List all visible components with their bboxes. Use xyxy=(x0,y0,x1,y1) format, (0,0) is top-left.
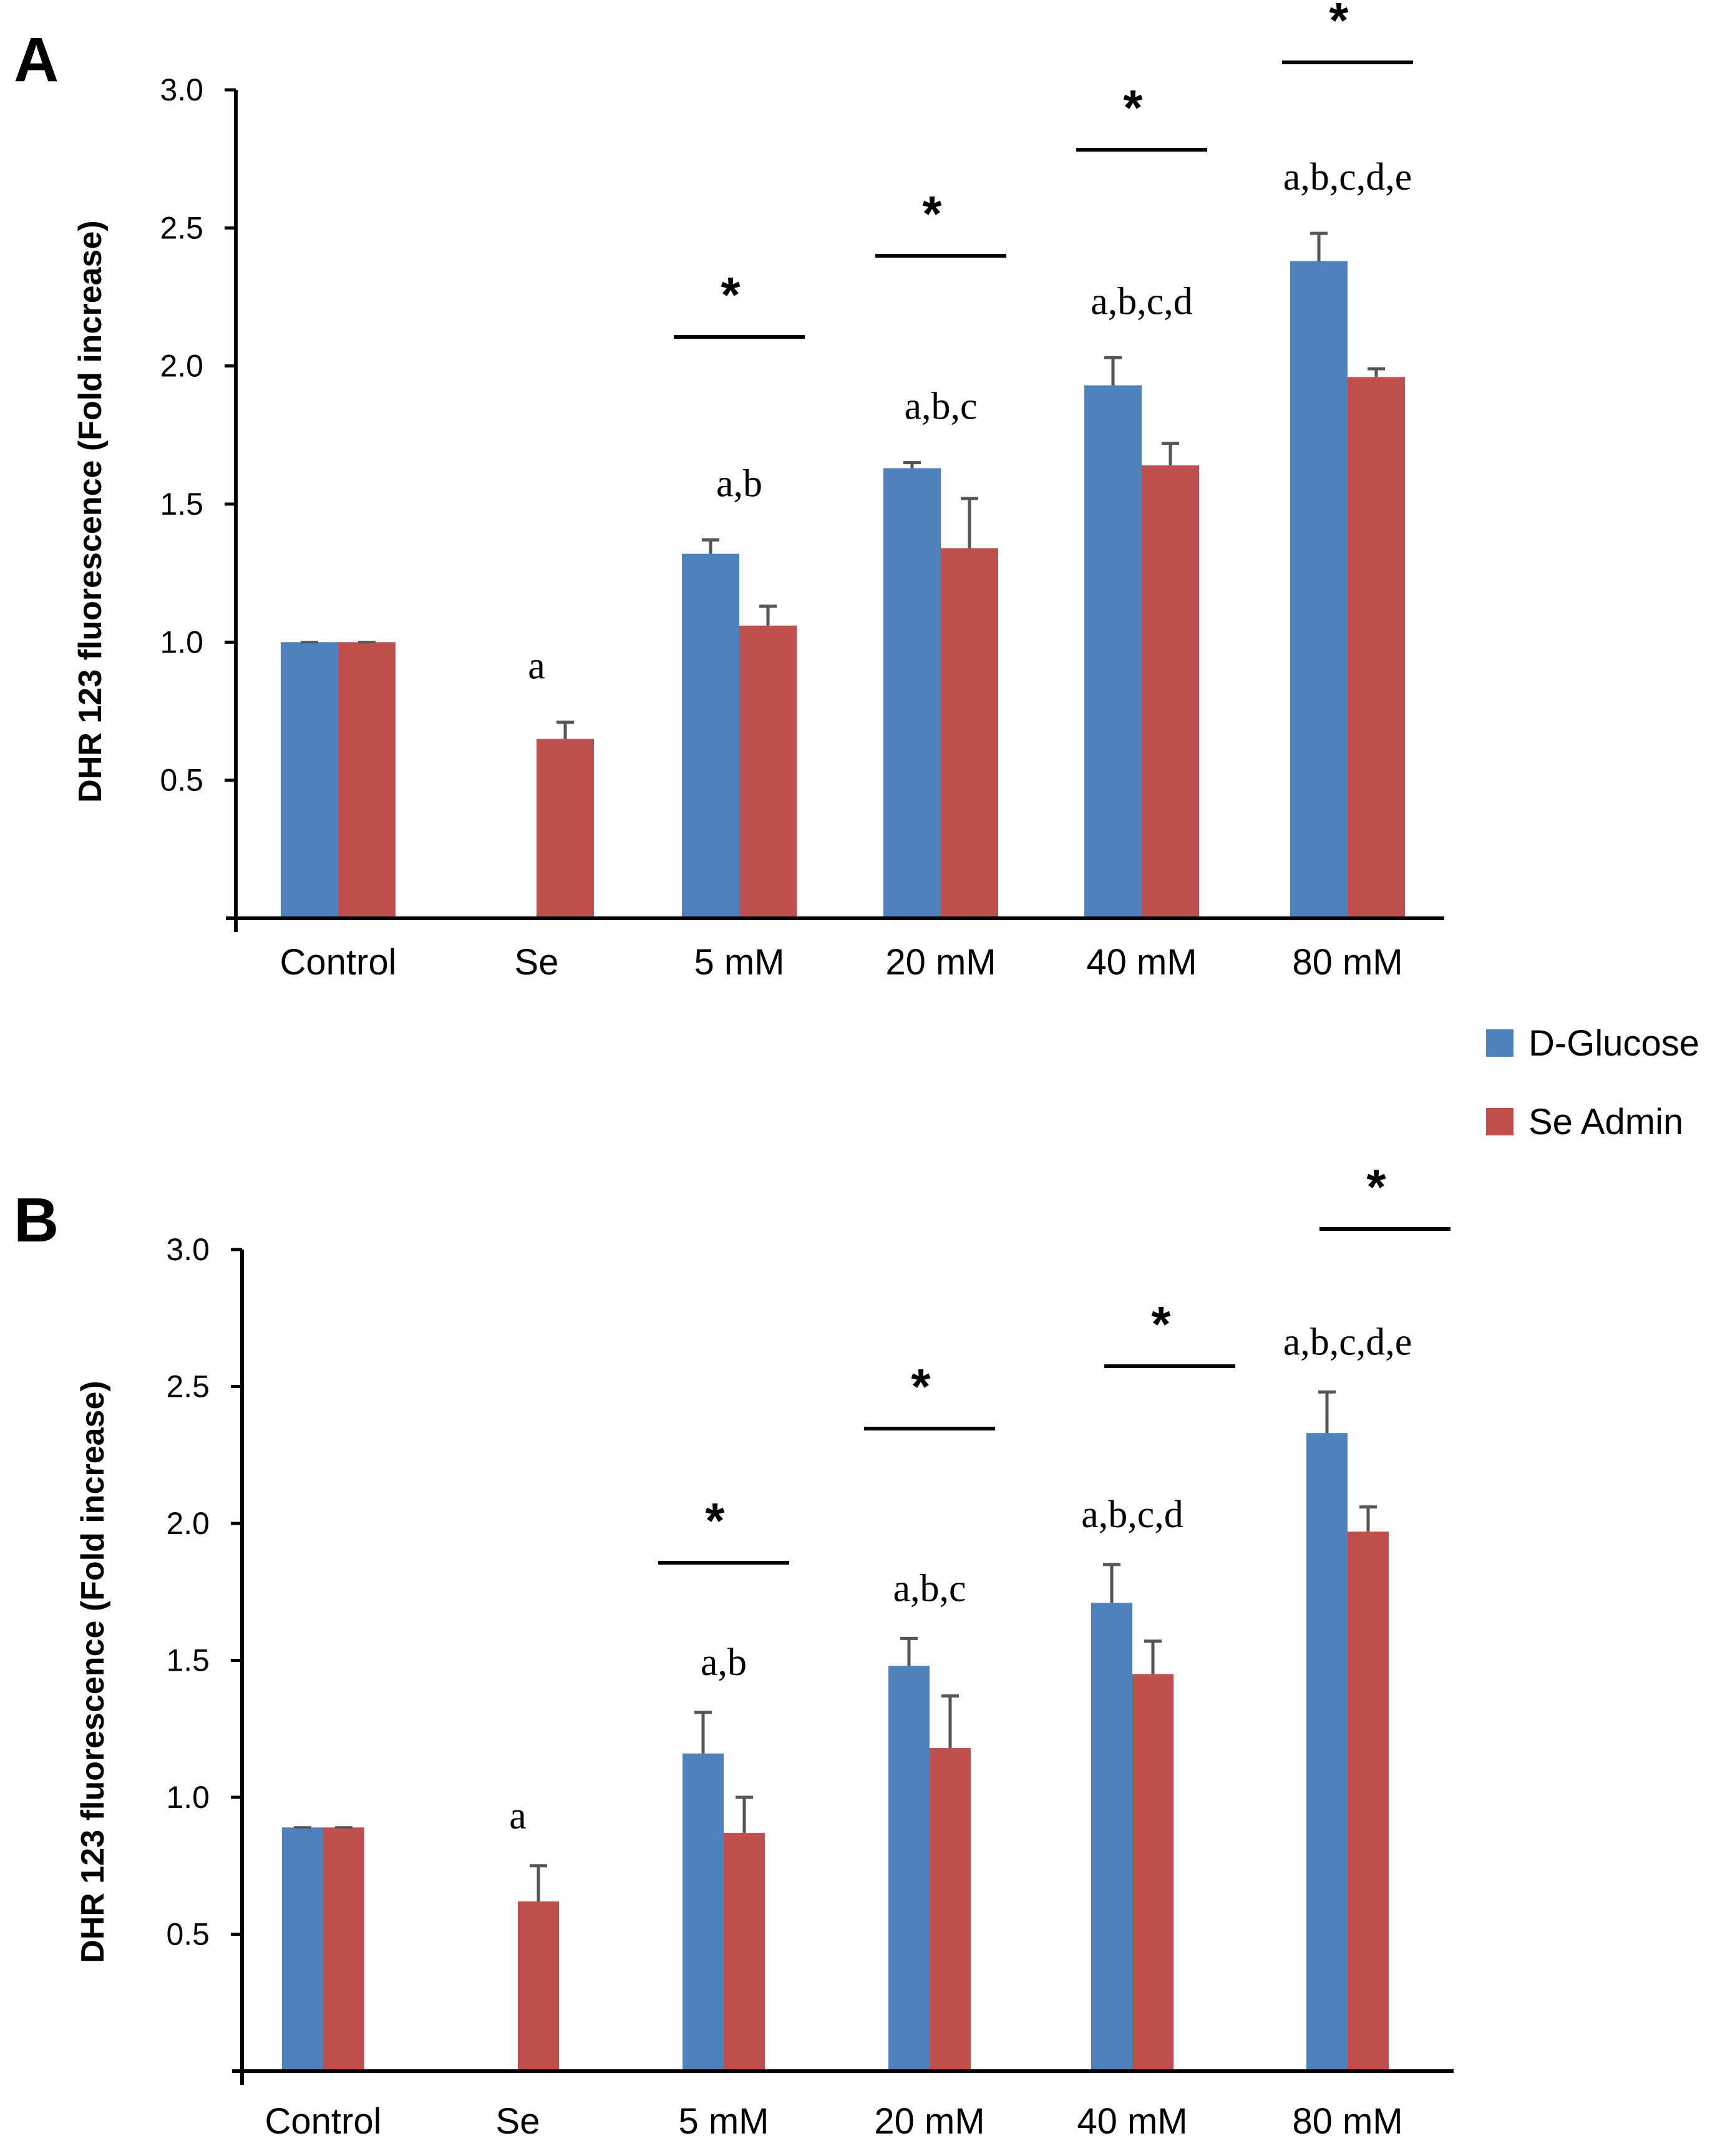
panel-b-y-tick-label: 2.5 xyxy=(166,1369,210,1404)
panel-a-significance-letters: a,b,c,d,e xyxy=(1283,156,1412,198)
panel-a-y-tick-label: 3.0 xyxy=(160,72,203,107)
panel-a-significance-star: * xyxy=(721,267,741,323)
panel-a-x-tick-label: 20 mM xyxy=(885,942,996,983)
panel-a-bar-se-admin-4 xyxy=(1142,465,1199,918)
legend-swatch-se-admin xyxy=(1486,1108,1514,1135)
panel-b-letter: B xyxy=(14,1185,59,1255)
legend: D-Glucose Se Admin xyxy=(1486,1023,1699,1142)
panel-a-x-tick-label: Se xyxy=(515,942,559,983)
panel-b-significance-star: * xyxy=(1366,1159,1386,1215)
panel-a-bars xyxy=(281,231,1405,918)
panel-a-x-tick-label: 40 mM xyxy=(1086,942,1197,983)
panel-b-significance-letters: a,b xyxy=(701,1641,747,1684)
panel-b-bar-se-admin-1 xyxy=(518,1901,559,2071)
panel-a-x-tick-label: 80 mM xyxy=(1292,942,1402,983)
panel-b-bar-se-admin-0 xyxy=(323,1827,364,2071)
panel-b-x-tick-label: 20 mM xyxy=(874,2101,984,2142)
panel-a-bar-d-glucose-2 xyxy=(682,553,739,918)
panel-a-bar-se-admin-1 xyxy=(537,739,594,918)
panel-a-y-axis-label: DHR 123 fluorescence (Fold increase) xyxy=(72,220,109,802)
panel-b: B DHR 123 fluorescence (Fold increase) 0… xyxy=(14,1159,1454,2142)
panel-a-bar-d-glucose-5 xyxy=(1290,261,1348,918)
panel-b-bar-d-glucose-4 xyxy=(1091,1603,1132,2071)
panel-b-significance-star: * xyxy=(705,1493,725,1548)
panel-a-axes: 0.5 1.0 1.5 2.0 2.5 3.0 xyxy=(160,72,1444,932)
panel-a-bar-d-glucose-3 xyxy=(883,468,941,918)
panel-a-significance-letters: a,b,c,d xyxy=(1091,280,1193,323)
panel-b-x-tick-label: 40 mM xyxy=(1077,2101,1187,2142)
panel-b-y-tick-label: 3.0 xyxy=(166,1232,210,1267)
panel-b-bar-d-glucose-5 xyxy=(1306,1433,1348,2071)
panel-a-bar-se-admin-5 xyxy=(1348,377,1405,918)
panel-b-significance-letters: a,b,c,d,e xyxy=(1283,1321,1412,1363)
panel-b-y-tick-label: 0.5 xyxy=(166,1917,210,1952)
panel-a-y-tick-label: 2.0 xyxy=(160,349,203,384)
panel-a-bar-se-admin-0 xyxy=(338,642,396,918)
panel-b-significance-star: * xyxy=(1151,1296,1171,1352)
panel-b-axes: 0.5 1.0 1.5 2.0 2.5 3.0 xyxy=(166,1232,1454,2085)
panel-b-x-tick-label: 80 mM xyxy=(1292,2101,1402,2142)
panel-b-significance-letters: a,b,c xyxy=(893,1567,966,1610)
panel-a-x-tick-label: Control xyxy=(280,942,397,983)
panel-a-bar-d-glucose-4 xyxy=(1084,385,1142,918)
legend-label-se-admin: Se Admin xyxy=(1528,1102,1683,1142)
panel-a-significance-star: * xyxy=(1123,80,1143,135)
panel-b-significance-letters: a,b,c,d xyxy=(1081,1493,1183,1536)
panel-b-labels: Control Se 5 mM 20 mM 40 mM 80 mM a a,b a,b,c a,b… xyxy=(265,1159,1450,2142)
panel-a-bar-d-glucose-0 xyxy=(281,642,338,918)
panel-b-significance-letters: a xyxy=(509,1795,527,1837)
panel-b-significance-star: * xyxy=(911,1359,931,1414)
panel-b-y-tick-label: 2.0 xyxy=(166,1506,210,1541)
panel-a-significance-letters: a,b,c xyxy=(904,386,977,428)
legend-swatch-d-glucose xyxy=(1486,1029,1514,1057)
legend-label-d-glucose: D-Glucose xyxy=(1528,1023,1699,1064)
panel-b-bar-se-admin-2 xyxy=(724,1833,765,2071)
panel-a-significance-letters: a xyxy=(528,645,545,687)
panel-b-bar-d-glucose-0 xyxy=(282,1827,323,2071)
panel-a-bar-se-admin-3 xyxy=(941,548,998,918)
panel-b-y-tick-label: 1.0 xyxy=(166,1780,210,1815)
panel-b-bar-d-glucose-2 xyxy=(683,1753,724,2071)
panel-a-x-tick-label: 5 mM xyxy=(694,942,785,983)
panel-a-labels: Control Se 5 mM 20 mM 40 mM 80 mM a a,b a,b,c a,b… xyxy=(280,0,1413,983)
panel-a-letter: A xyxy=(14,25,59,95)
panel-b-x-tick-label: Control xyxy=(265,2101,382,2142)
panel-b-bars xyxy=(282,1390,1389,2071)
panel-a-significance-star: * xyxy=(922,186,942,241)
panel-b-bar-se-admin-4 xyxy=(1132,1674,1173,2071)
panel-b-x-tick-label: Se xyxy=(496,2101,540,2142)
panel-a-y-tick-label: 1.0 xyxy=(160,624,203,659)
panel-b-x-tick-label: 5 mM xyxy=(679,2101,769,2142)
panel-b-bar-se-admin-3 xyxy=(930,1747,971,2071)
panel-a-y-tick-label: 0.5 xyxy=(160,763,203,798)
panel-b-bar-d-glucose-3 xyxy=(888,1666,930,2071)
panel-a-y-tick-label: 2.5 xyxy=(160,210,203,245)
panel-a-bar-se-admin-2 xyxy=(739,625,797,918)
panel-a-significance-letters: a,b xyxy=(716,463,762,505)
panel-b-y-axis-label: DHR 123 fluorescence (Fold increase) xyxy=(75,1381,111,1963)
panel-a-y-tick-label: 1.5 xyxy=(160,487,203,522)
panel-b-y-tick-label: 1.5 xyxy=(166,1643,210,1678)
panel-b-bar-se-admin-5 xyxy=(1348,1532,1389,2071)
panel-a-significance-star: * xyxy=(1329,0,1349,48)
panel-a: A DHR 123 fluorescence (Fold increase) 0… xyxy=(14,0,1444,983)
